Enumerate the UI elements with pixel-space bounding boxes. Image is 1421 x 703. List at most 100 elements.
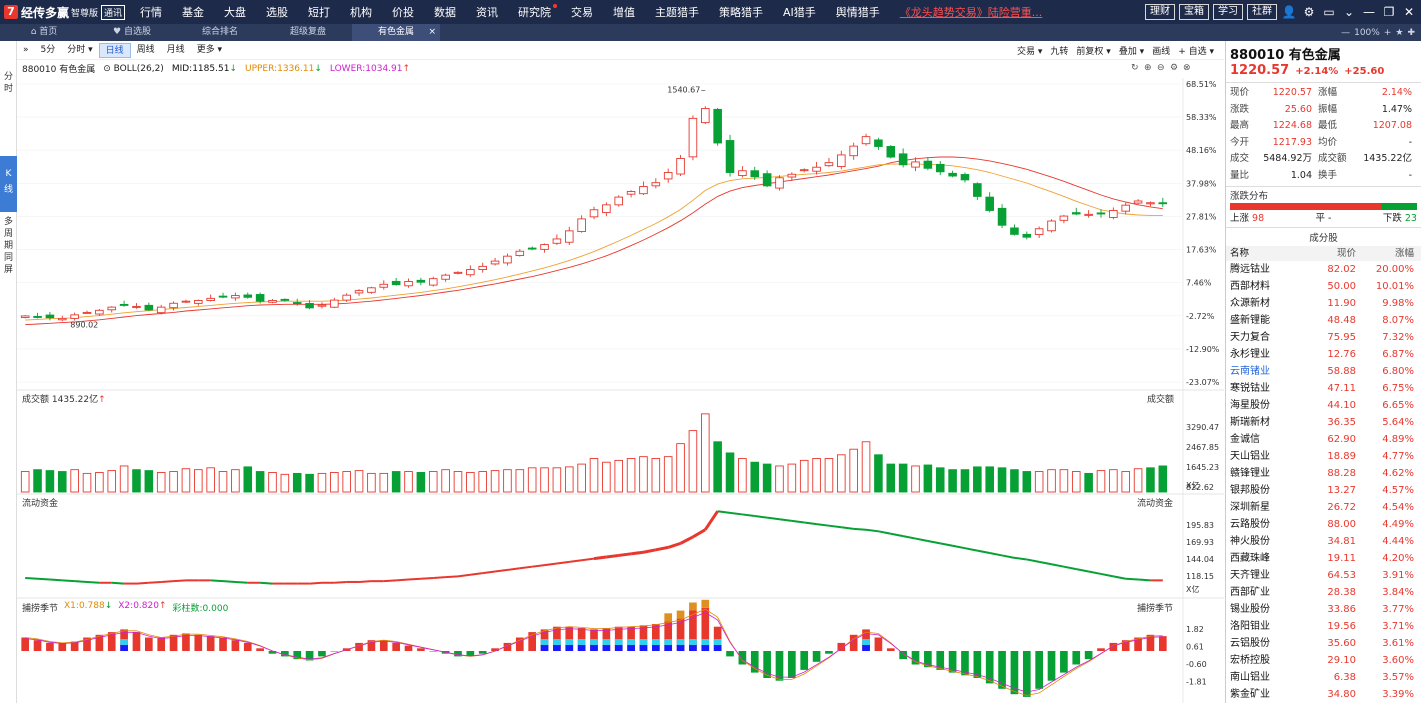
buy-bar[interactable] bbox=[219, 637, 227, 652]
candle[interactable] bbox=[837, 150, 846, 170]
volume-bar[interactable] bbox=[824, 458, 834, 493]
period-5[interactable]: 更多 ▾ bbox=[196, 44, 223, 55]
volume-bar[interactable] bbox=[354, 470, 364, 493]
buy-bar[interactable] bbox=[466, 651, 475, 657]
volume-bar[interactable] bbox=[750, 461, 760, 493]
candle[interactable] bbox=[268, 299, 277, 304]
candle[interactable] bbox=[663, 168, 673, 183]
candle[interactable] bbox=[639, 181, 648, 195]
candle[interactable] bbox=[466, 265, 475, 277]
volume-bar[interactable] bbox=[1059, 469, 1069, 493]
buy-bar[interactable] bbox=[1047, 651, 1056, 681]
candle[interactable] bbox=[342, 293, 351, 303]
volume-bar[interactable] bbox=[45, 470, 55, 493]
volume-bar[interactable] bbox=[762, 463, 772, 493]
volume-bar[interactable] bbox=[1096, 470, 1106, 493]
volume-bar[interactable] bbox=[107, 470, 117, 493]
volume-bar[interactable] bbox=[1022, 471, 1032, 493]
candle[interactable] bbox=[540, 243, 549, 253]
nav-item-6[interactable]: 价投 bbox=[392, 6, 414, 19]
component-row[interactable]: 神火股份 34.81 4.44% bbox=[1226, 533, 1421, 550]
component-row[interactable]: 云铝股份 35.60 3.61% bbox=[1226, 635, 1421, 652]
buy-bar[interactable] bbox=[899, 651, 907, 660]
volume-bar[interactable] bbox=[231, 469, 240, 493]
candle[interactable] bbox=[564, 226, 574, 246]
candle[interactable] bbox=[367, 286, 376, 294]
volume-bar[interactable] bbox=[33, 469, 42, 493]
candle[interactable] bbox=[317, 302, 327, 309]
view-2[interactable]: 多周期同屏 bbox=[0, 216, 17, 276]
component-row[interactable]: 天山铝业 18.89 4.77% bbox=[1226, 448, 1421, 465]
component-row[interactable]: 盛新锂能 48.48 8.07% bbox=[1226, 312, 1421, 329]
volume-bar[interactable] bbox=[948, 469, 957, 493]
buy-bar[interactable] bbox=[825, 651, 833, 654]
volume-bar[interactable] bbox=[453, 471, 463, 493]
buy-bar[interactable] bbox=[281, 651, 289, 657]
nav-item-15[interactable]: 舆情猎手 bbox=[835, 6, 880, 19]
component-row[interactable]: 腾远钴业 82.02 20.00% bbox=[1226, 261, 1421, 278]
candle[interactable] bbox=[243, 292, 253, 299]
col-name[interactable]: 名称 bbox=[1230, 248, 1250, 259]
candle[interactable] bbox=[849, 142, 858, 160]
buy-bar[interactable] bbox=[1158, 636, 1167, 651]
nav-item-11[interactable]: 增值 bbox=[613, 6, 635, 19]
component-row[interactable]: 斯瑞新材 36.35 5.64% bbox=[1226, 414, 1421, 431]
buy-bar[interactable] bbox=[553, 626, 561, 651]
candle[interactable] bbox=[725, 134, 735, 177]
volume-bar[interactable] bbox=[1010, 469, 1019, 493]
buy-bar[interactable] bbox=[145, 637, 153, 652]
component-row[interactable]: 云南锗业 58.88 6.80% bbox=[1226, 363, 1421, 380]
buy-bar[interactable] bbox=[750, 651, 759, 673]
candle[interactable] bbox=[960, 172, 970, 183]
candle[interactable] bbox=[206, 294, 215, 302]
nav-item-3[interactable]: 选股 bbox=[266, 6, 288, 19]
buy-bar[interactable] bbox=[318, 651, 326, 657]
candle[interactable] bbox=[1133, 199, 1143, 205]
candle[interactable] bbox=[478, 262, 487, 273]
candle[interactable] bbox=[1109, 207, 1118, 220]
volume-bar[interactable] bbox=[552, 467, 562, 493]
candle[interactable] bbox=[515, 249, 525, 257]
volume-bar[interactable] bbox=[428, 471, 438, 493]
volume-bar[interactable] bbox=[799, 459, 809, 493]
buy-bar[interactable] bbox=[639, 625, 648, 651]
volume-bar[interactable] bbox=[861, 441, 871, 493]
volume-bar[interactable] bbox=[1071, 471, 1081, 493]
app-logo[interactable]: 7 经传多赢 智尊版 通讯 bbox=[0, 4, 130, 21]
buy-bar[interactable] bbox=[355, 642, 363, 651]
component-row[interactable]: 寒锐钴业 47.11 6.75% bbox=[1226, 380, 1421, 397]
nav-item-7[interactable]: 数据 bbox=[434, 6, 456, 19]
nav-item-9[interactable]: 研究院 bbox=[508, 4, 561, 20]
buy-bar[interactable] bbox=[614, 626, 623, 651]
volume-bar[interactable] bbox=[218, 471, 228, 493]
candle[interactable] bbox=[1022, 231, 1032, 240]
volume-bar[interactable] bbox=[997, 467, 1007, 493]
volume-bar[interactable] bbox=[540, 467, 549, 493]
pin-icon[interactable]: ✚ bbox=[1407, 27, 1415, 38]
buy-bar[interactable] bbox=[404, 645, 413, 651]
buy-bar[interactable] bbox=[293, 651, 302, 660]
buy-bar[interactable] bbox=[503, 642, 512, 651]
candle[interactable] bbox=[688, 115, 698, 161]
component-row[interactable]: 赣锋锂业 88.28 4.62% bbox=[1226, 465, 1421, 482]
buy-bar[interactable] bbox=[874, 637, 883, 652]
buy-bar[interactable] bbox=[1060, 651, 1068, 673]
volume-bar[interactable] bbox=[837, 454, 846, 493]
candle[interactable] bbox=[255, 292, 265, 304]
volume-bar[interactable] bbox=[1109, 469, 1118, 493]
close-icon[interactable]: ✕ bbox=[1403, 5, 1415, 19]
volume-bar[interactable] bbox=[676, 443, 685, 493]
buy-bar[interactable] bbox=[936, 651, 945, 670]
zoom-in-icon[interactable]: ⊕ bbox=[1144, 63, 1152, 73]
component-row[interactable]: 西部矿业 28.38 3.84% bbox=[1226, 584, 1421, 601]
component-row[interactable]: 海星股份 44.10 6.65% bbox=[1226, 397, 1421, 414]
buy-bar[interactable] bbox=[83, 637, 91, 652]
buy-bar[interactable] bbox=[1072, 651, 1081, 665]
volume-bar[interactable] bbox=[317, 472, 327, 493]
buy-bar[interactable] bbox=[998, 651, 1006, 689]
buy-bar[interactable] bbox=[1146, 634, 1155, 651]
restore-icon[interactable]: ❐ bbox=[1383, 5, 1395, 19]
candle[interactable] bbox=[874, 137, 883, 150]
volume-bar[interactable] bbox=[367, 472, 376, 493]
buy-bar[interactable] bbox=[132, 632, 141, 651]
